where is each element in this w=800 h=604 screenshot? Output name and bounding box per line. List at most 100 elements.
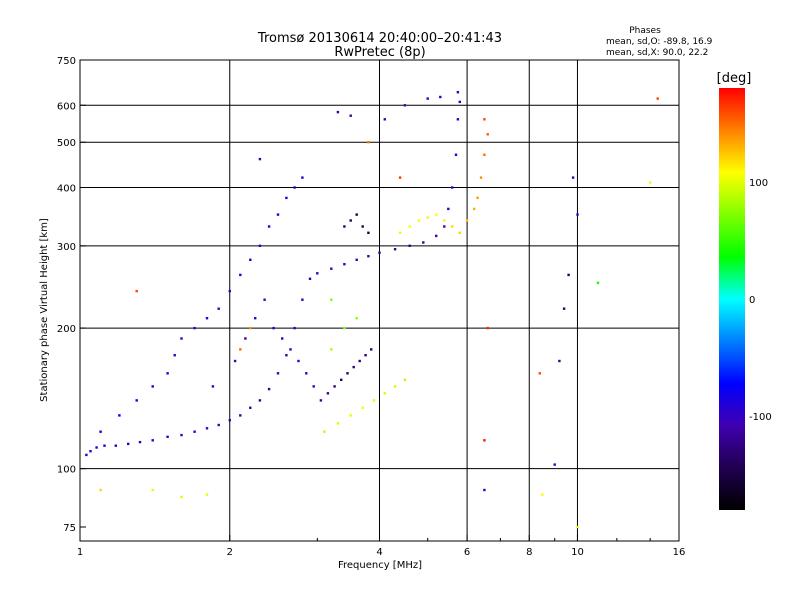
y-tick-label: 100 — [57, 465, 76, 476]
x-tick-label: 6 — [464, 547, 470, 558]
data-point-o — [305, 372, 308, 375]
data-point-x — [538, 372, 541, 375]
data-point-x — [135, 289, 138, 293]
data-point-x — [435, 213, 438, 216]
data-point-o — [349, 219, 352, 222]
data-point-o — [553, 463, 556, 466]
data-point-o — [336, 110, 340, 114]
data-point-o — [151, 439, 154, 442]
colorbar — [719, 88, 745, 510]
data-point-o — [458, 100, 461, 104]
data-point-x — [323, 430, 326, 433]
data-point-o — [289, 348, 292, 351]
colorbar-ticks: 100 0 -100 — [749, 178, 772, 423]
data-point-o — [326, 392, 330, 395]
y-tick-label: 400 — [57, 183, 76, 194]
x-tick-label: 16 — [673, 547, 686, 558]
data-point-o — [343, 263, 346, 266]
data-point-o — [118, 414, 121, 417]
data-point-x — [343, 326, 346, 330]
y-tick-label: 750 — [57, 56, 76, 67]
colorbar-tick-label: -100 — [749, 412, 772, 423]
data-point-o — [301, 176, 304, 179]
data-point-x — [180, 495, 183, 499]
colorbar-tick-label: 0 — [749, 295, 755, 306]
data-point-o — [346, 372, 349, 375]
data-point-x — [483, 118, 486, 121]
chart-title: Tromsø 20130614 20:40:00–20:41:43 — [257, 31, 502, 46]
data-point-o — [272, 326, 275, 330]
data-point-o — [258, 399, 262, 402]
data-point-o — [562, 307, 566, 310]
data-point-x — [541, 493, 544, 496]
data-point-o — [426, 97, 429, 100]
data-point-o — [285, 354, 288, 357]
data-point-x — [458, 231, 461, 234]
data-point-o — [456, 118, 460, 121]
phases-x-stats: mean, sd,X: 90.0, 22.2 — [606, 48, 708, 58]
data-point-o — [349, 114, 352, 117]
data-point-o — [193, 326, 196, 330]
data-point-o — [352, 365, 355, 369]
data-point-o — [138, 440, 142, 444]
data-point-x — [443, 219, 446, 222]
data-point-o — [205, 427, 209, 430]
data-point-x — [486, 133, 489, 136]
data-point-o — [180, 337, 183, 340]
data-point-o — [358, 359, 361, 363]
data-point-o — [205, 317, 209, 320]
data-point-x — [330, 298, 333, 301]
data-point-o — [454, 153, 458, 156]
data-point-o — [293, 326, 296, 330]
data-point-o — [135, 399, 138, 402]
data-point-o — [456, 91, 460, 94]
data-point-o — [333, 385, 336, 388]
data-point-x — [451, 225, 454, 228]
colorbar-tick-label: 100 — [749, 178, 768, 189]
data-point-x — [483, 153, 486, 156]
data-point-o — [211, 385, 215, 388]
data-point-x — [473, 207, 476, 211]
data-point-x — [205, 493, 209, 496]
data-point-o — [228, 419, 231, 422]
data-point-o — [367, 255, 370, 258]
data-point-o — [451, 186, 454, 189]
data-point-o — [85, 453, 88, 457]
data-point-x — [361, 406, 364, 409]
data-point-x — [372, 399, 376, 402]
data-point-o — [114, 444, 117, 447]
data-point-o — [99, 430, 102, 433]
x-tick-label: 8 — [526, 547, 532, 558]
data-point-o — [180, 433, 183, 437]
data-point-o — [285, 196, 288, 200]
data-point-x — [465, 219, 469, 222]
data-point-o — [239, 273, 242, 277]
data-point-o — [447, 207, 450, 211]
data-point-o — [378, 251, 381, 254]
x-tick-label: 10 — [571, 547, 584, 558]
data-point-o — [301, 298, 304, 301]
data-point-o — [403, 104, 407, 107]
data-point-x — [239, 348, 242, 351]
data-point-o — [483, 488, 486, 492]
data-point-x — [656, 97, 659, 100]
data-point-o — [103, 444, 106, 447]
data-point-o — [567, 273, 570, 277]
data-point-o — [258, 157, 262, 161]
data-point-o — [443, 225, 446, 228]
y-tick-label: 300 — [57, 242, 76, 253]
y-axis-label: Stationary phase Virtual Height [km] — [39, 218, 50, 402]
data-point-o — [312, 385, 315, 388]
data-point-x — [476, 196, 479, 200]
data-point-o — [343, 225, 346, 228]
data-point-o — [364, 354, 367, 357]
x-tick-label: 1 — [77, 547, 83, 558]
data-point-x — [151, 488, 154, 492]
y-tick-label: 500 — [57, 138, 76, 149]
data-point-x — [249, 326, 252, 330]
data-point-o — [95, 446, 98, 449]
data-point-o — [367, 231, 370, 234]
data-point-x — [576, 525, 579, 529]
